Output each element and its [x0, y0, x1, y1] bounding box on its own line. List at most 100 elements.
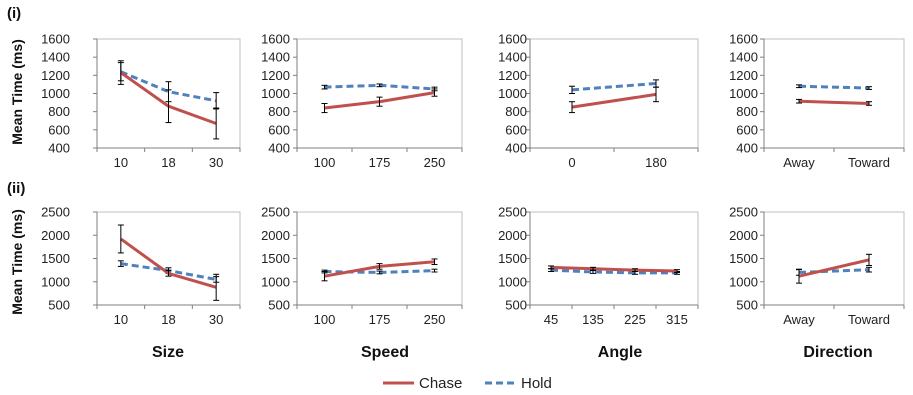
panel-ii-direction-frame [763, 211, 905, 306]
panel-i-speed-xtick-label-100: 100 [314, 155, 336, 170]
panel-i-direction-xtick-label-toward: Toward [848, 155, 890, 170]
panel-i-speed-xtick-label-250: 250 [424, 155, 446, 170]
panel-ii-size-frame [96, 211, 241, 306]
panel-ii-size-xtick-label-18: 18 [161, 312, 175, 327]
panel-ii-speed: 500 1000 1500 2000 2500 100 175 250 [261, 205, 463, 327]
panel-ii-angle-xtick-label-45: 45 [544, 312, 558, 327]
panel-ii-direction-ytick-label-1500: 1500 [729, 251, 758, 266]
panel-i-angle-hold-line [571, 82, 657, 92]
panel-ii-size-ytick-label-1500: 1500 [41, 251, 70, 266]
panel-i-angle-ytick-label-400: 400 [505, 141, 527, 156]
row-label-i: (i) [7, 5, 21, 22]
panel-i-direction: 400 600 800 1000 1200 1400 1600 Away Toward [729, 32, 905, 170]
panel-ii-direction-ytick-label-2500: 2500 [729, 205, 758, 220]
panel-i-size-ytick-label-1400: 1400 [41, 50, 70, 65]
panel-i-angle: 400 600 800 1000 1200 1400 1600 0 180 [498, 32, 699, 170]
panel-ii-size-chase-line [119, 237, 217, 289]
panel-ii-angle-xtick-label-315: 315 [666, 312, 688, 327]
panel-i-size-hold-line [120, 70, 217, 103]
panel-ii-size: 500 1000 1500 2000 2500 10 18 30 [41, 205, 241, 327]
panel-i-size-ytick-label-1000: 1000 [41, 86, 70, 101]
legend-label-chase: Chase [419, 375, 462, 392]
panel-i-angle-frame [529, 38, 699, 149]
panel-ii-direction-xtick-label-toward: Toward [848, 312, 890, 327]
panel-ii-speed-xtick-label-100: 100 [314, 312, 336, 327]
panel-i-angle-ytick-label-1000: 1000 [498, 86, 527, 101]
panel-i-angle-ytick-label-1200: 1200 [498, 68, 527, 83]
panel-ii-angle-hold-line [550, 268, 677, 275]
panel-i-size-ytick-label-1600: 1600 [41, 32, 70, 47]
panel-ii-speed-ytick-label-2000: 2000 [261, 228, 290, 243]
panel-i-speed-ytick-label-800: 800 [268, 104, 290, 119]
panel-i-size: 400 600 800 1000 1200 1400 1600 10 18 30 [41, 32, 241, 170]
panel-i-direction-chase-line [798, 99, 870, 105]
panel-i-angle-ytick-label-1400: 1400 [498, 50, 527, 65]
panel-ii-angle: 500 1000 1500 2000 2500 45 135 225 315 [498, 205, 699, 327]
panel-ii-angle-chase-line [550, 265, 678, 273]
panel-i-size-ytick-label-800: 800 [48, 104, 70, 119]
panel-i-direction-ytick-label-1600: 1600 [729, 32, 758, 47]
panel-i-size-xtick-label-18: 18 [161, 155, 175, 170]
panel-ii-direction-chase-line [798, 258, 870, 278]
panel-i-speed-ytick-label-1400: 1400 [261, 50, 290, 65]
panel-ii-direction-hold-line [798, 268, 870, 274]
panel-i-direction-ytick-label-600: 600 [736, 122, 758, 137]
panel-ii-angle-ytick-label-2500: 2500 [498, 205, 527, 220]
panel-i-size-ytick-label-400: 400 [48, 141, 70, 156]
panel-i-direction-hold-line [798, 84, 870, 90]
panel-i-direction-ytick-label-1400: 1400 [729, 50, 758, 65]
legend: Chase Hold [383, 375, 552, 392]
x-label-speed: Speed [361, 344, 409, 361]
legend-label-hold: Hold [521, 375, 552, 392]
panel-ii-size-ytick-label-2000: 2000 [41, 228, 70, 243]
panel-i-direction-xtick-label-away: Away [783, 155, 815, 170]
panel-ii-speed-ytick-label-2500: 2500 [261, 205, 290, 220]
panel-i-angle-xtick-label-180: 180 [645, 155, 667, 170]
panel-ii-speed-ytick-label-1500: 1500 [261, 251, 290, 266]
panel-ii-direction-ytick-label-2000: 2000 [729, 228, 758, 243]
panel-i-speed-ytick-label-1200: 1200 [261, 68, 290, 83]
panel-i-angle-ytick-label-1600: 1600 [498, 32, 527, 47]
panel-ii-speed-ytick-label-500: 500 [268, 298, 290, 313]
panel-ii-speed-ytick-label-1000: 1000 [261, 274, 290, 289]
panel-i-angle-ytick-label-600: 600 [505, 122, 527, 137]
panel-ii-angle-ytick-label-1000: 1000 [498, 274, 527, 289]
panel-ii-direction: 500 1000 1500 2000 2500 Away Toward [729, 205, 905, 327]
panel-ii-speed-xtick-label-175: 175 [369, 312, 391, 327]
panel-i-speed-frame [296, 38, 463, 149]
panel-ii-direction-ytick-label-500: 500 [736, 298, 758, 313]
x-label-angle: Angle [598, 344, 643, 361]
panel-ii-size-ytick-label-500: 500 [48, 298, 70, 313]
panel-i-angle-xtick-label-0: 0 [568, 155, 575, 170]
panel-i-direction-ytick-label-1000: 1000 [729, 86, 758, 101]
x-label-direction: Direction [803, 344, 872, 361]
panel-ii-angle-ytick-label-500: 500 [505, 298, 527, 313]
panel-i-speed-ytick-label-400: 400 [268, 141, 290, 156]
panel-ii-size-xtick-label-10: 10 [114, 312, 128, 327]
panel-i-direction-ytick-label-400: 400 [736, 141, 758, 156]
panel-ii-angle-xtick-label-135: 135 [582, 312, 604, 327]
panel-i-speed-xtick-label-175: 175 [369, 155, 391, 170]
panel-i-speed-ytick-label-1600: 1600 [261, 32, 290, 47]
panel-i-direction-ytick-label-1200: 1200 [729, 68, 758, 83]
panel-i-speed: 400 600 800 1000 1200 1400 1600 100 175 250 [261, 32, 463, 170]
panel-i-speed-ytick-label-1000: 1000 [261, 86, 290, 101]
panel-ii-direction-xtick-label-away: Away [783, 312, 815, 327]
panel-i-size-ytick-label-600: 600 [48, 122, 70, 137]
panel-i-speed-ytick-label-600: 600 [268, 122, 290, 137]
panel-i-direction-ytick-label-800: 800 [736, 104, 758, 119]
panel-ii-size-xtick-label-30: 30 [209, 312, 223, 327]
panel-i-size-xtick-label-30: 30 [209, 155, 223, 170]
panel-ii-direction-ytick-label-1000: 1000 [729, 274, 758, 289]
panel-i-angle-ytick-label-800: 800 [505, 104, 527, 119]
y-axis-label-top: Mean Time (ms) [9, 39, 25, 145]
panel-i-size-xtick-label-10: 10 [114, 155, 128, 170]
y-axis-label-bottom: Mean Time (ms) [9, 209, 25, 315]
panel-i-size-ytick-label-1200: 1200 [41, 68, 70, 83]
panel-i-angle-chase-line [571, 92, 657, 109]
panel-ii-angle-xtick-label-225: 225 [624, 312, 646, 327]
panel-ii-angle-frame [529, 211, 699, 306]
panel-ii-size-ytick-label-2500: 2500 [41, 205, 70, 220]
panel-ii-size-ytick-label-1000: 1000 [41, 274, 70, 289]
